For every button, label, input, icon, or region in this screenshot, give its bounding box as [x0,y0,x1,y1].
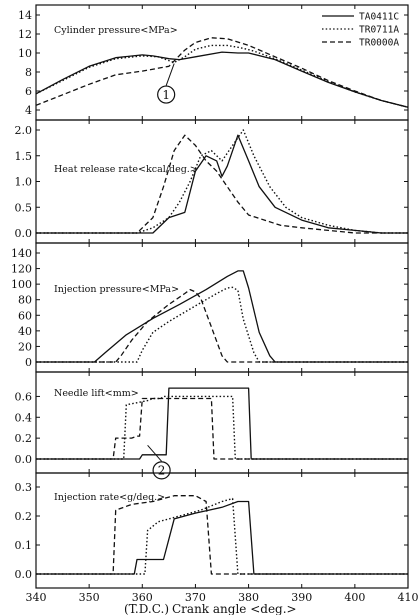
y-tick-label: 2.0 [15,124,33,137]
panel-title: Injection pressure<MPa> [54,284,179,295]
x-tick-label: 390 [291,591,312,604]
callout-leader [147,445,162,462]
y-tick-label: 4 [25,104,32,117]
series-line-tr0711a [35,44,409,108]
y-tick-label: 0.0 [15,568,33,581]
x-tick-label: 400 [344,591,365,604]
callout-leader [165,63,175,86]
x-tick-label: 340 [26,591,47,604]
series-line-ta0411c [36,134,408,234]
y-tick-label: 8 [25,66,32,79]
callout-number: 1 [162,88,170,102]
series-line-ta0411c [36,500,408,575]
panel-title: Needle lift<mm> [54,388,139,399]
y-tick-label: 12 [18,28,32,41]
y-tick-label: 0.5 [15,201,33,214]
panel-3: 0 20 40 60 80 100 120 140 Injection pressure<MPa… [11,242,409,373]
legend-label: TR0711A [359,25,399,36]
panel-title: Heat release rate<kcal/deg.> [54,164,198,175]
y-tick-label: 14 [18,9,32,22]
x-tick-label: 360 [132,591,153,604]
x-tick-label: 410 [398,591,419,604]
y-tick-label: 6 [25,85,32,98]
series-line-tr0000a [36,397,408,460]
series-line-tr0711a [36,286,408,363]
y-tick-label: 80 [18,294,32,307]
y-tick-label: 20 [18,340,32,353]
panel-frame [35,4,409,121]
x-tick-label: 350 [79,591,100,604]
series-line-ta0411c [36,270,408,363]
panel-1: 4 6 8 10 12 14 Cylinder pressure<MPa> 1 [18,4,409,121]
y-tick-label: 140 [11,247,32,260]
y-tick-label: 0.0 [15,453,33,466]
series-line-tr0711a [36,129,408,234]
y-tick-label: 60 [18,309,32,322]
x-tick-label: 370 [185,591,206,604]
y-tick-label: 0 [25,356,32,369]
y-tick-label: 40 [18,325,32,338]
panel-title: Cylinder pressure<MPa> [54,25,178,36]
panel-frame [35,119,409,244]
y-tick-label: 120 [11,263,32,276]
y-tick-label: 0.2 [15,432,33,445]
x-axis-label: Crank angle <deg.> [172,602,297,615]
legend: TA0411C TR0711A TR0000A [322,12,399,49]
y-tick-label: 1.5 [15,150,33,163]
callout-marker [157,85,176,104]
y-tick-label: 0.0 [15,227,33,240]
legend-label: TA0411C [359,12,399,23]
panel-2: 0.0 0.5 1.0 1.5 2.0 Heat release rate<kcal/de… [15,119,409,244]
callout-marker [152,461,171,480]
panel-frame [35,472,409,589]
legend-label: TR0000A [359,38,399,49]
panel-5: 0.0 0.1 0.2 0.3 Injection rate<g/deg.> [15,472,409,589]
series-line-ta0411c [35,51,409,108]
y-tick-label: 10 [18,47,32,60]
series-line-ta0411c [36,387,408,460]
series-line-tr0711a [36,497,408,575]
y-tick-label: 100 [11,278,32,291]
y-tick-label: 0.2 [15,510,33,523]
y-tick-label: 0.4 [15,411,33,424]
y-tick-label: 1.0 [15,176,33,189]
y-tick-label: 0.6 [15,390,33,403]
series-line-tr0711a [36,395,408,460]
callout-number: 2 [158,464,166,478]
series-line-tr0000a [36,288,408,363]
tdc-label: (T.D.C.) [124,602,169,615]
x-tick-label: 380 [238,591,259,604]
series-line-tr0000a [35,37,409,108]
series-line-tr0000a [36,134,408,234]
panel-frame [35,242,409,373]
y-tick-label: 0.3 [15,481,33,494]
panel-4: 0.0 0.2 0.4 0.6 Needle lift<mm> 2 [15,371,409,480]
panel-title: Injection rate<g/deg.> [54,492,165,503]
y-tick-label: 0.1 [15,539,33,552]
